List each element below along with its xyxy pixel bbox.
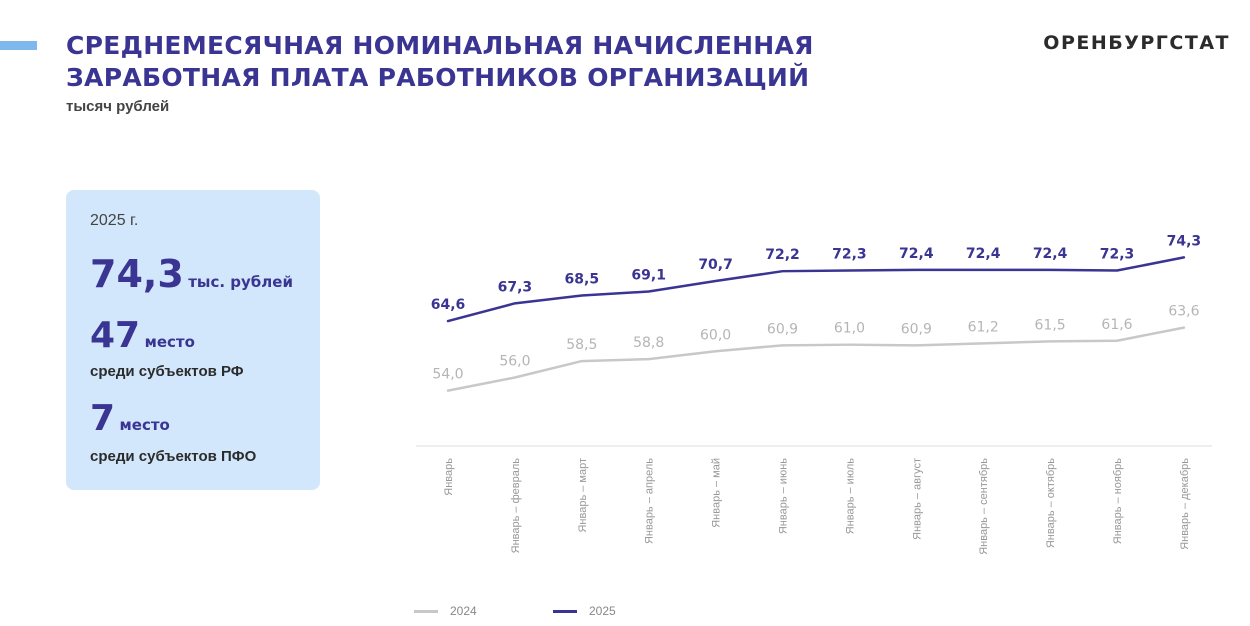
x-tick-label: Январь – июль: [844, 458, 856, 535]
data-label-2025: 74,3: [1167, 233, 1202, 249]
x-tick-label: Январь – сентябрь: [978, 458, 990, 555]
data-label-2024: 56,0: [499, 354, 530, 370]
data-label-2024: 61,6: [1101, 317, 1132, 333]
data-label-2024: 63,6: [1168, 304, 1199, 320]
x-tick-label: Январь – ноябрь: [1112, 458, 1124, 545]
salary-unit: тыс. рублей: [188, 273, 293, 291]
series-line-2024: [446, 326, 1186, 392]
info-year: 2025 г.: [90, 212, 139, 229]
title-line-2: ЗАРАБОТНАЯ ПЛАТА РАБОТНИКОВ ОРГАНИЗАЦИЙ: [66, 63, 810, 92]
legend-item-2025: 2025: [553, 604, 616, 618]
data-label-2024: 58,8: [633, 335, 664, 351]
data-label-2024: 61,2: [968, 319, 999, 335]
rank-rf-value: 47: [90, 315, 141, 356]
x-tick-label: Январь – декабрь: [1179, 458, 1191, 550]
data-label-2025: 64,6: [431, 297, 466, 313]
data-label-2025: 70,7: [698, 257, 733, 273]
data-label-2025: 68,5: [565, 271, 600, 287]
rank-rf-desc: среди субъектов РФ: [90, 363, 244, 380]
series-line-2025: [446, 256, 1186, 323]
data-label-2025: 72,3: [832, 247, 867, 263]
data-label-2024: 60,0: [700, 327, 731, 343]
title-line-1: СРЕДНЕМЕСЯЧНАЯ НОМИНАЛЬНАЯ НАЧИСЛЕННАЯ: [66, 31, 814, 60]
data-label-2025: 72,4: [1033, 246, 1068, 262]
data-label-2024: 60,9: [901, 321, 932, 337]
page-title: СРЕДНЕМЕСЯЧНАЯ НОМИНАЛЬНАЯ НАЧИСЛЕННАЯ З…: [66, 30, 946, 94]
legend-label-2024: 2024: [450, 604, 477, 618]
x-tick-label: Январь: [443, 458, 455, 496]
data-label-2025: 72,4: [966, 246, 1001, 262]
salary-value: 74,3: [90, 252, 184, 296]
data-label-2025: 72,2: [765, 247, 800, 263]
rank-pfo-value: 7: [90, 398, 116, 439]
data-label-2024: 61,0: [834, 321, 865, 337]
x-tick-label: Январь – май: [711, 458, 723, 528]
legend-swatch-2024: [414, 610, 438, 614]
data-label-2025: 67,3: [498, 279, 533, 295]
rank-pfo-desc: среди субъектов ПФО: [90, 448, 257, 465]
rank-pfo-row: 7 место: [90, 398, 170, 439]
data-label-2024: 60,9: [767, 321, 798, 337]
unit-subtitle: тысяч рублей: [66, 98, 170, 115]
legend-item-2024: 2024: [414, 604, 477, 618]
x-tick-label: Январь – апрель: [644, 458, 656, 544]
x-tick-label: Январь – март: [577, 458, 589, 533]
x-tick-label: Январь – июнь: [778, 458, 790, 534]
data-label-2025: 72,4: [899, 246, 934, 262]
data-label-2024: 61,5: [1035, 317, 1066, 333]
x-tick-label: Январь – февраль: [510, 458, 522, 554]
brand-logo: ОРЕНБУРГСТАТ: [1043, 32, 1230, 54]
accent-bar: [0, 41, 37, 50]
legend-swatch-2025: [553, 610, 577, 614]
rank-pfo-unit: место: [119, 416, 170, 434]
data-label-2025: 72,3: [1100, 247, 1135, 263]
salary-row: 74,3 тыс. рублей: [90, 252, 293, 296]
legend-label-2025: 2025: [589, 604, 616, 618]
data-label-2025: 69,1: [631, 268, 666, 284]
x-tick-label: Январь – октябрь: [1045, 458, 1057, 548]
data-label-2024: 54,0: [432, 367, 463, 383]
info-card: 2025 г. 74,3 тыс. рублей 47 место среди …: [66, 190, 320, 490]
x-tick-label: Январь – август: [911, 458, 923, 540]
data-label-2024: 58,5: [566, 337, 597, 353]
rank-rf-unit: место: [144, 333, 195, 351]
rank-rf-row: 47 место: [90, 315, 195, 356]
